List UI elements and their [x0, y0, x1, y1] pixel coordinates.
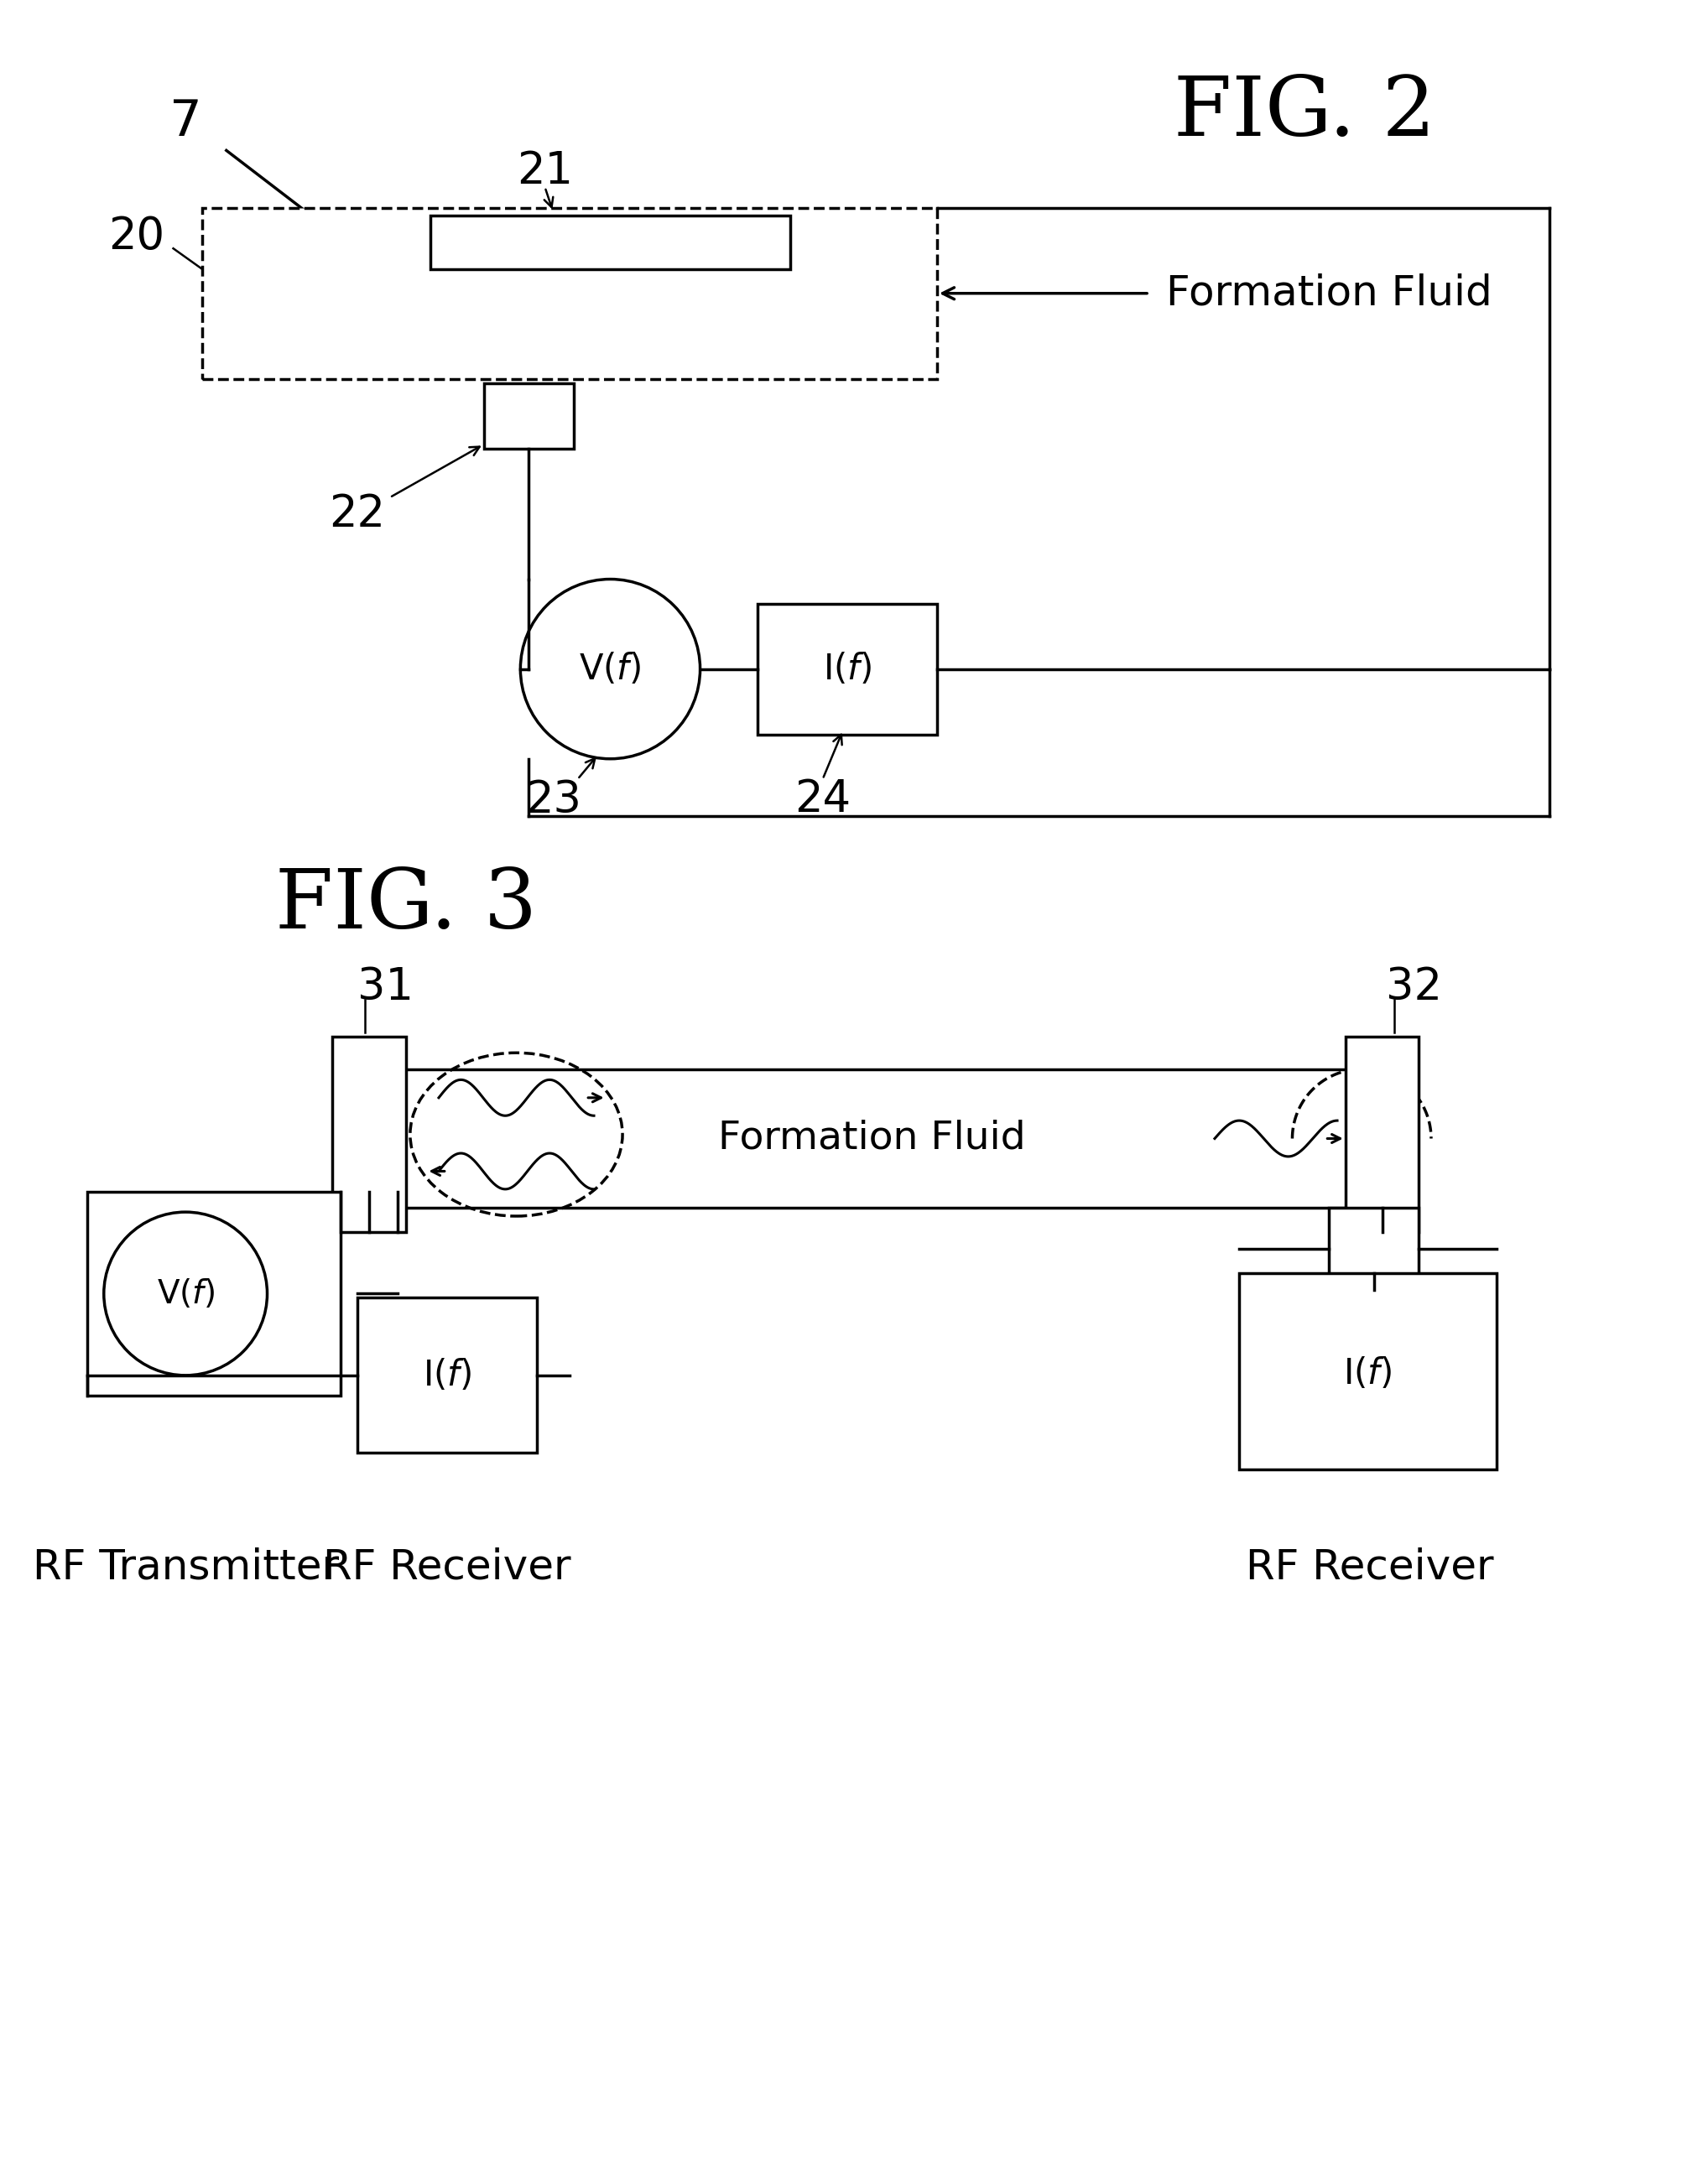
Bar — [1238, 1273, 1495, 1470]
Bar — [431, 216, 789, 269]
Text: RF Transmitter: RF Transmitter — [32, 1546, 338, 1588]
Circle shape — [104, 1212, 267, 1376]
Bar — [87, 1192, 340, 1396]
Text: I($f$): I($f$) — [422, 1358, 471, 1393]
Bar — [202, 207, 937, 380]
Text: Formation Fluid: Formation Fluid — [1166, 273, 1490, 314]
Text: 31: 31 — [357, 965, 414, 1009]
Text: I($f$): I($f$) — [1342, 1356, 1391, 1391]
Bar — [357, 1297, 537, 1452]
Bar — [483, 382, 574, 448]
Bar — [757, 603, 937, 734]
Text: 7: 7 — [170, 96, 202, 146]
Text: 22: 22 — [328, 491, 385, 535]
Text: 20: 20 — [108, 214, 165, 258]
Bar — [1255, 1293, 1480, 1452]
Text: 24: 24 — [794, 778, 851, 821]
Text: V($f$): V($f$) — [156, 1278, 215, 1310]
Text: V($f$): V($f$) — [579, 651, 641, 686]
Text: RF Receiver: RF Receiver — [323, 1546, 570, 1588]
Bar — [333, 1037, 405, 1232]
Bar — [1344, 1037, 1418, 1232]
Circle shape — [520, 579, 700, 758]
Text: Formation Fluid: Formation Fluid — [718, 1120, 1024, 1158]
Bar — [1329, 1208, 1418, 1289]
Text: FIG. 2: FIG. 2 — [1172, 74, 1435, 153]
Text: FIG. 3: FIG. 3 — [276, 865, 537, 946]
Text: 32: 32 — [1386, 965, 1441, 1009]
Text: RF Receiver: RF Receiver — [1245, 1546, 1494, 1588]
Text: 23: 23 — [525, 778, 580, 821]
Text: I($f$): I($f$) — [822, 651, 871, 686]
Text: 21: 21 — [516, 149, 574, 192]
